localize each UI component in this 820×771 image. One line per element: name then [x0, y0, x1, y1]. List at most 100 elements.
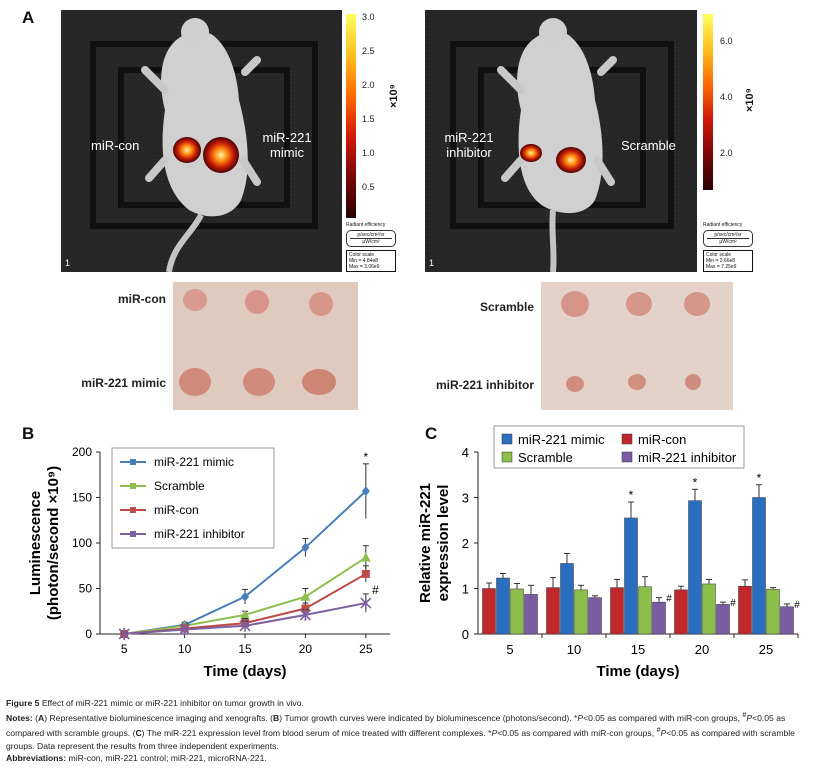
colorbar-right: [703, 14, 713, 190]
scale-title: Color scale: [706, 252, 732, 258]
legend-unit-line1: p/sec/cm²/sr: [357, 232, 385, 238]
caption-notes-part: ) Tumor growth curves were indicated by …: [279, 713, 578, 724]
legend-unit-line2: µW/cm²: [350, 238, 392, 245]
tumor-label-mir-221-inhibitor: miR-221 inhibitor: [435, 378, 534, 392]
mouse-label-line2: mimic: [270, 145, 304, 160]
legend-label: miR-221 mimic: [518, 432, 605, 447]
mouse-label-line2: inhibitor: [446, 145, 492, 160]
y-tick-label: 200: [72, 445, 92, 459]
caption-notes-letter: C: [135, 728, 142, 739]
colorbar-tick-label: 2.0: [720, 148, 733, 158]
legend-swatch: [501, 451, 513, 463]
scale-min: Min = 4.84e8: [349, 258, 379, 264]
scale-min: Min = 3.66e8: [706, 258, 736, 264]
colorbar-tick-label: 3.0: [362, 12, 375, 22]
data-point: [179, 623, 191, 636]
bar: [574, 589, 588, 635]
data-point: [240, 609, 250, 619]
x-tick-label: 5: [121, 642, 128, 656]
data-point: [361, 486, 370, 497]
caption-p-italic: P: [660, 728, 667, 739]
caption-notes-bold: Notes:: [6, 713, 33, 724]
caption-notes-part: ) Representative bioluminescence imaging…: [44, 713, 274, 724]
colorbar-tick-label: 1.0: [362, 148, 375, 158]
significance-hash: #: [666, 594, 672, 605]
significance-star: *: [629, 488, 634, 502]
legend-title: Radiant efficiency: [346, 222, 386, 228]
colorbar-left-legend: Radiant efficiency p/sec/cm²/sr µW/cm² C…: [346, 222, 396, 272]
legend-swatch: [621, 451, 633, 463]
image-corner-index: 1: [65, 258, 71, 268]
color-scale-box: Color scale Min = 4.84e8 Max = 3.06e9: [346, 250, 396, 272]
tumor-illustration-left: [173, 282, 358, 410]
chart-c-expression: 0 1 2 3 4 5 10 * #15 * #20 * #25 Time (days) Relative …: [417, 425, 800, 680]
y-axis-label-line2: (photon/second ×10⁹): [45, 466, 62, 620]
bar: [496, 577, 510, 635]
x-tick-label: 20: [695, 642, 709, 657]
legend-swatch-marker: [130, 531, 136, 537]
bar: [780, 606, 794, 635]
caption-title: Figure 5 Effect of miR-221 mimic or miR-…: [6, 697, 818, 709]
panel-letter-c: C: [425, 424, 438, 443]
panel-letter-a: A: [22, 8, 35, 27]
caption-notes-part: <0.05 as compared with scramble groups. …: [6, 728, 795, 751]
bar: [688, 500, 702, 635]
bar: [766, 589, 780, 635]
y-axis-label: Luminescence(photon/second ×10⁹): [27, 466, 62, 620]
data-point: [299, 608, 311, 621]
y-tick-label: 0: [85, 627, 92, 641]
x-tick-label: 10: [567, 642, 581, 657]
y-tick-label: 100: [72, 536, 92, 550]
bar: [524, 594, 538, 635]
caption-p-italic: P: [746, 713, 753, 724]
legend-label: miR-con: [638, 432, 686, 447]
significance-star: *: [757, 471, 762, 485]
y-tick-label: 1: [462, 582, 469, 597]
y-tick-label: 0: [462, 627, 469, 642]
legend-swatch: [621, 433, 633, 445]
significance-hash: #: [730, 598, 736, 609]
data-point: [360, 597, 372, 610]
legend-swatch: [501, 433, 513, 445]
tumor-label-mir-con: miR-con: [118, 292, 166, 306]
data-point: [118, 628, 130, 640]
figure-caption: Figure 5 Effect of miR-221 mimic or miR-…: [6, 697, 818, 764]
caption-notes-part: <0.05 as compared with miR-con groups,: [583, 713, 743, 724]
mouse-label-mir-con: miR-con: [91, 138, 140, 153]
colorbar-left: [346, 14, 356, 218]
y-tick-label: 4: [462, 445, 469, 460]
caption-title-rest: Effect of miR-221 mimic or miR-221 inhib…: [39, 698, 304, 708]
caption-notes: Notes: (A) Representative bioluminescenc…: [6, 709, 818, 752]
legend-box: [111, 447, 275, 549]
caption-title-bold: Figure 5: [6, 698, 40, 708]
scale-max: Max = 3.06e9: [349, 264, 380, 270]
colorbar-tick-label: 4.0: [720, 92, 733, 102]
caption-notes-part: ) The miR-221 expression level from bloo…: [141, 728, 492, 739]
legend-unit-line2: µW/cm²: [707, 238, 749, 245]
bar: [560, 563, 574, 635]
bar: [674, 589, 688, 635]
significance-mark: #: [372, 583, 379, 597]
caption-hash: #: [742, 711, 747, 720]
y-tick-label: 150: [72, 491, 92, 505]
x-tick-label: 5: [506, 642, 513, 657]
significance-mark: *: [363, 450, 368, 464]
bar: [716, 604, 730, 635]
legend-label: Scramble: [518, 450, 573, 465]
caption-p-italic: P: [491, 728, 498, 739]
y-axis-label: Relative miR-221expression level: [417, 483, 452, 603]
mouse-illustration-right: [425, 10, 697, 272]
x-tick-label: 20: [299, 642, 313, 656]
caption-abbr-text: miR-con, miR-221 control; miR-221, micro…: [66, 752, 267, 763]
bar: [510, 588, 524, 635]
tumor-illustration-right: [541, 282, 733, 410]
x-axis-label: Time (days): [596, 663, 679, 680]
caption-notes-letter: A: [38, 713, 45, 724]
bar: [588, 597, 602, 635]
data-point: [300, 591, 311, 601]
data-point: [239, 619, 251, 632]
colorbar-tick-label: 2.0: [362, 80, 375, 90]
mouse-label-mir-221-inhibitor: miR-221 inhibitor: [439, 130, 499, 160]
mouse-label-scramble: Scramble: [621, 138, 676, 153]
image-corner-index: 1: [429, 258, 435, 268]
